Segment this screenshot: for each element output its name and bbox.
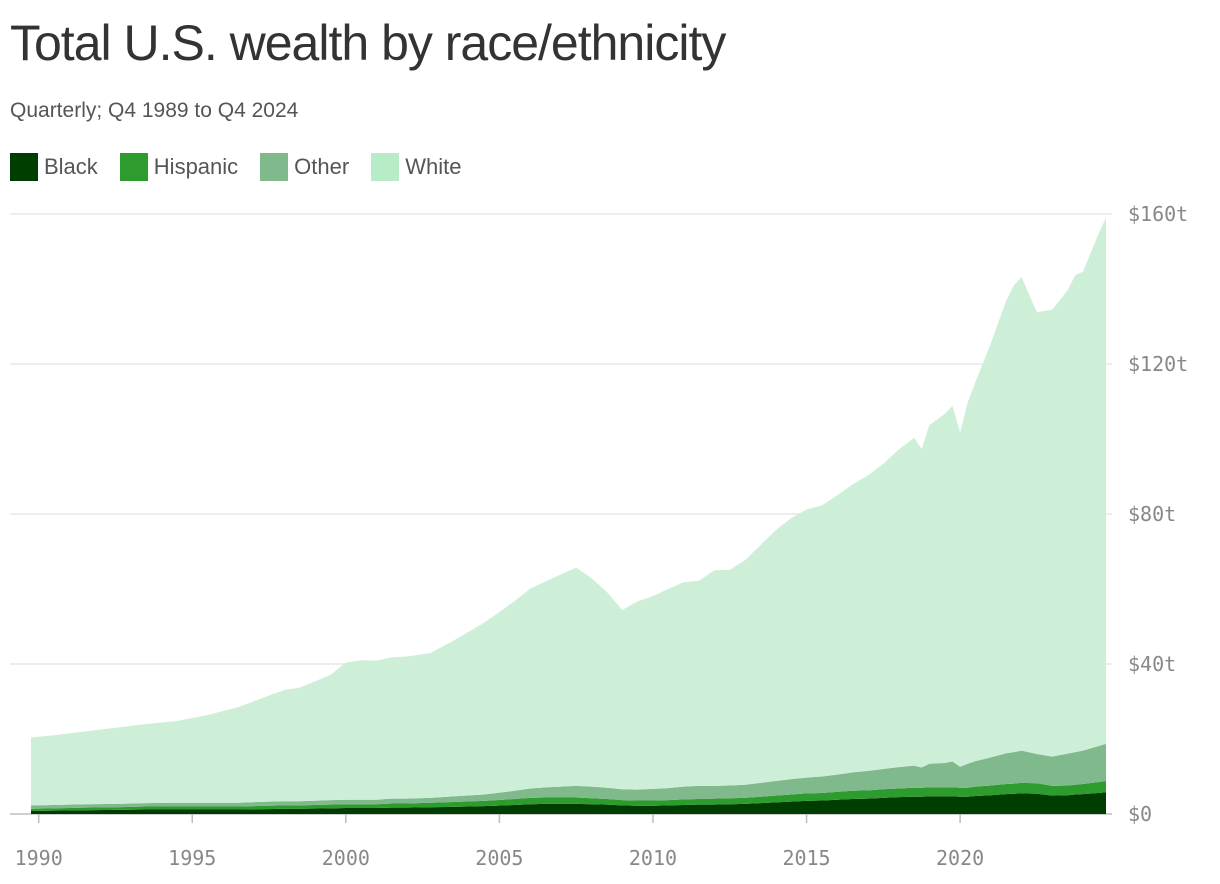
legend-label-hispanic: Hispanic [153,154,239,179]
x-tick-label-2010: 2010 [629,846,677,870]
legend-swatch-other [260,153,289,181]
legend-item-black: Black [10,153,98,181]
y-tick-label-80: $80t [1128,502,1176,526]
chart-title: Total U.S. wealth by race/ethnicity [10,15,726,71]
y-tick-label-160: $160t [1128,202,1188,226]
x-tick-label-2005: 2005 [475,846,523,870]
x-tick-label-2015: 2015 [782,846,830,870]
area-hispanic [31,781,1106,811]
x-tick-label-1990: 1990 [15,846,63,870]
y-tick-label-40: $40t [1128,652,1176,676]
legend-swatch-hispanic [119,153,148,181]
legend-label-white: White [405,154,462,179]
legend-label-black: Black [44,154,98,179]
legend-item-white: White [371,153,461,181]
x-tick-label-1995: 1995 [168,846,216,870]
legend: Black Hispanic Other White [10,153,483,181]
legend-swatch-white [371,153,400,181]
y-tick-label-0: $0 [1128,802,1152,826]
legend-item-other: Other [260,153,349,181]
legend-label-other: Other [294,154,350,179]
area-black [31,792,1106,814]
y-tick-label-120: $120t [1128,352,1188,376]
area-white [31,217,1106,806]
x-tick-label-2020: 2020 [936,846,984,870]
chart-subtitle: Quarterly; Q4 1989 to Q4 2024 [10,99,299,122]
area-other [31,743,1106,809]
area-series-group [31,217,1106,814]
legend-swatch-black [10,153,38,181]
x-tick-label-2000: 2000 [322,846,370,870]
axes: $0 $40t $80t $120t $160t 1990 1995 2000 2005 2010… [15,202,1189,870]
legend-item-hispanic: Hispanic [119,153,239,181]
